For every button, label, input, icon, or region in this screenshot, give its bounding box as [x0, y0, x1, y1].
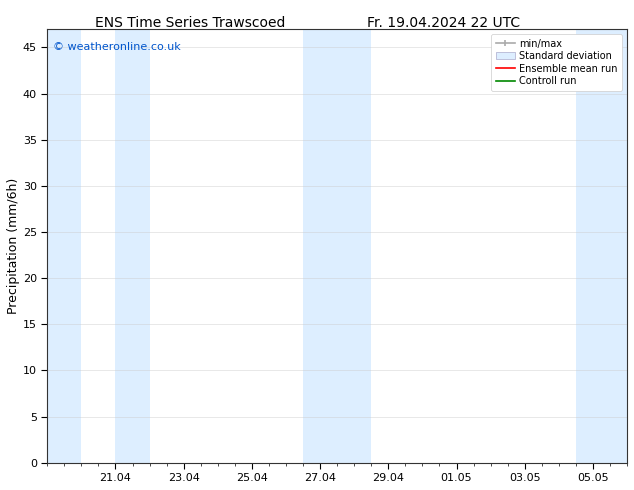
Bar	[303, 29, 372, 463]
Bar	[576, 29, 627, 463]
Y-axis label: Precipitation (mm/6h): Precipitation (mm/6h)	[7, 178, 20, 314]
Text: ENS Time Series Trawscoed: ENS Time Series Trawscoed	[95, 16, 285, 30]
Legend: min/max, Standard deviation, Ensemble mean run, Controll run: min/max, Standard deviation, Ensemble me…	[491, 34, 622, 91]
Bar	[48, 29, 81, 463]
Bar	[115, 29, 150, 463]
Text: © weatheronline.co.uk: © weatheronline.co.uk	[53, 42, 181, 52]
Text: Fr. 19.04.2024 22 UTC: Fr. 19.04.2024 22 UTC	[367, 16, 521, 30]
